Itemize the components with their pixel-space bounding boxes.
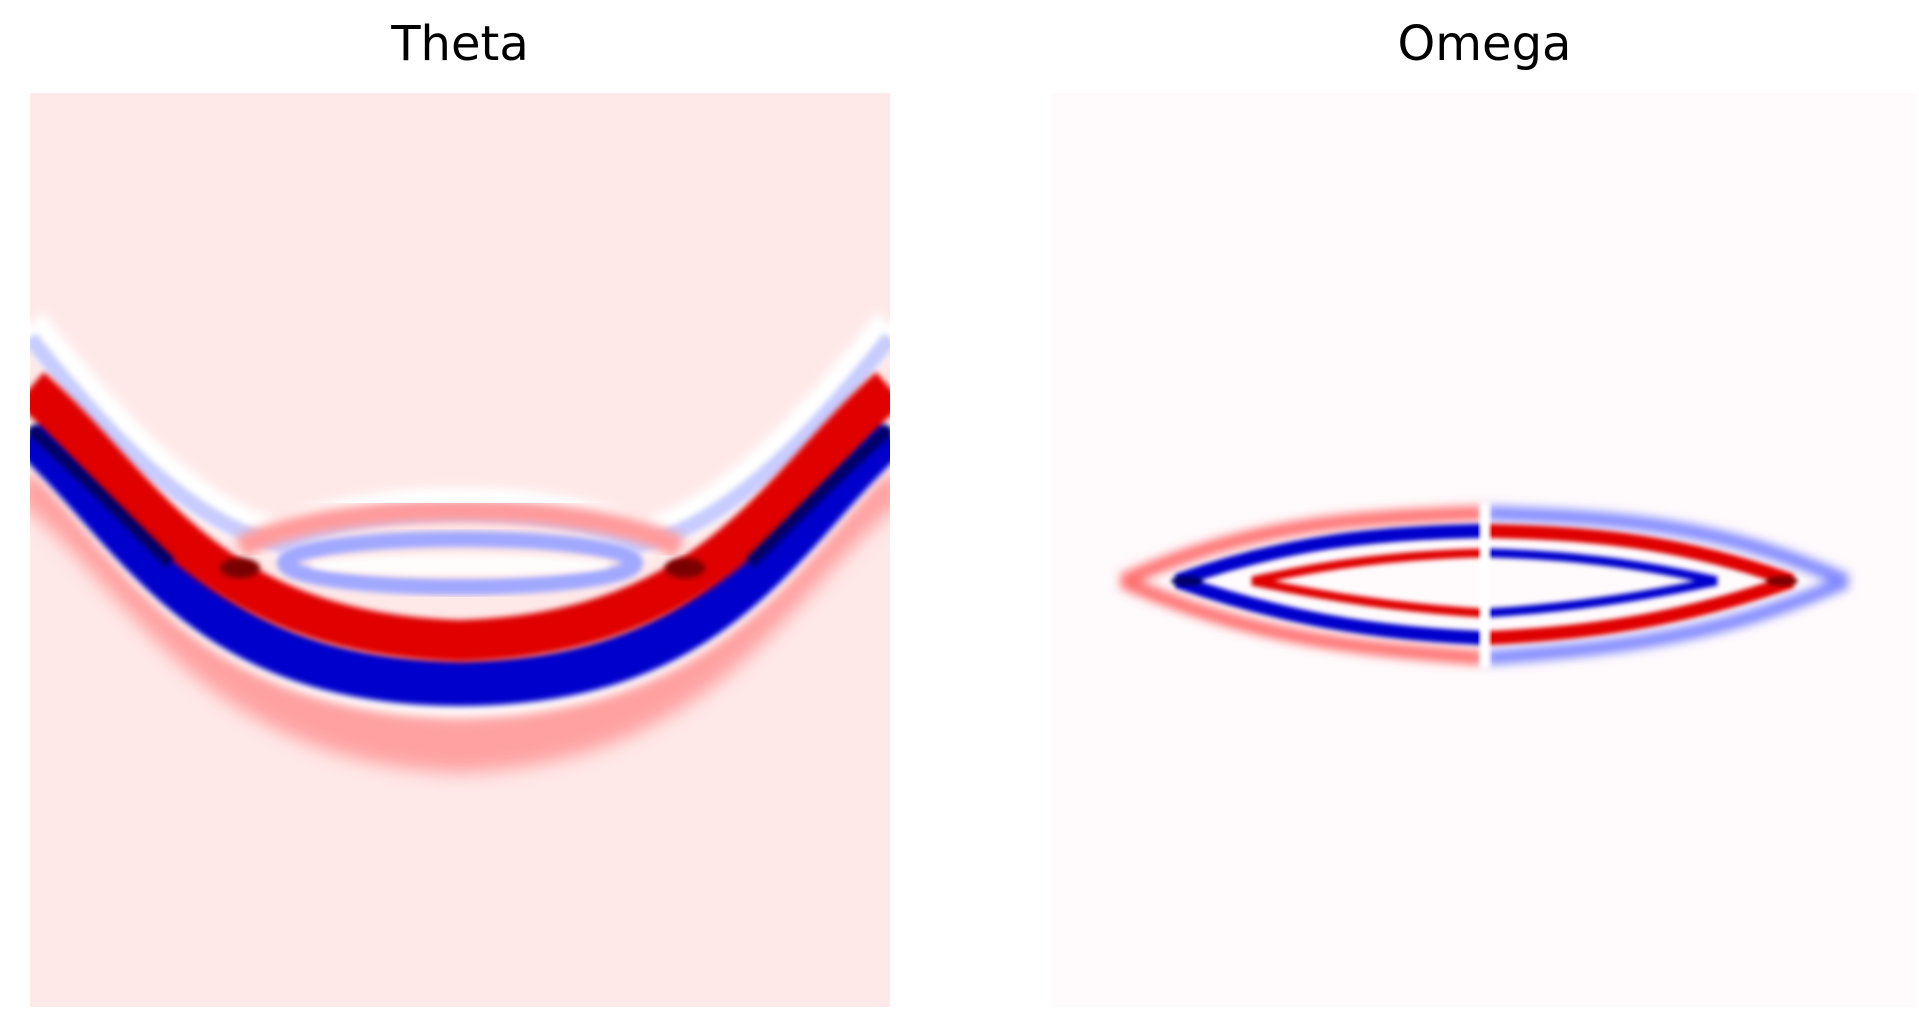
omega-left-tip (1171, 576, 1203, 586)
theta-right-knot (665, 558, 705, 578)
omega-right-red-band (1486, 524, 1795, 645)
omega-center-seam (1480, 503, 1490, 668)
omega-field-image (1052, 93, 1917, 1007)
theta-inner-blue-lens (277, 531, 643, 595)
theta-inner-red-band (234, 499, 686, 558)
theta-lower-blue-arc-core (30, 415, 890, 707)
omega-left-blue-band (1174, 524, 1483, 645)
theta-left-dark-blue-edge (30, 423, 175, 568)
omega-right-tip (1766, 576, 1798, 586)
theta-field-svg (30, 93, 890, 1007)
omega-title: Omega (1397, 16, 1572, 72)
theta-left-knot (220, 558, 260, 578)
omega-left-outer-red (1119, 506, 1483, 665)
omega-right-outer-blue (1486, 506, 1850, 665)
omega-right-inner-blue (1486, 548, 1718, 618)
theta-right-dark-blue-edge (745, 423, 890, 568)
theta-field-image (30, 93, 890, 1007)
omega-field-svg (1052, 93, 1917, 1007)
theta-inner-white-core (310, 555, 610, 575)
omega-left-inner-red (1251, 548, 1483, 618)
theta-main-red-arc (30, 372, 890, 663)
theta-title: Theta (391, 16, 529, 72)
